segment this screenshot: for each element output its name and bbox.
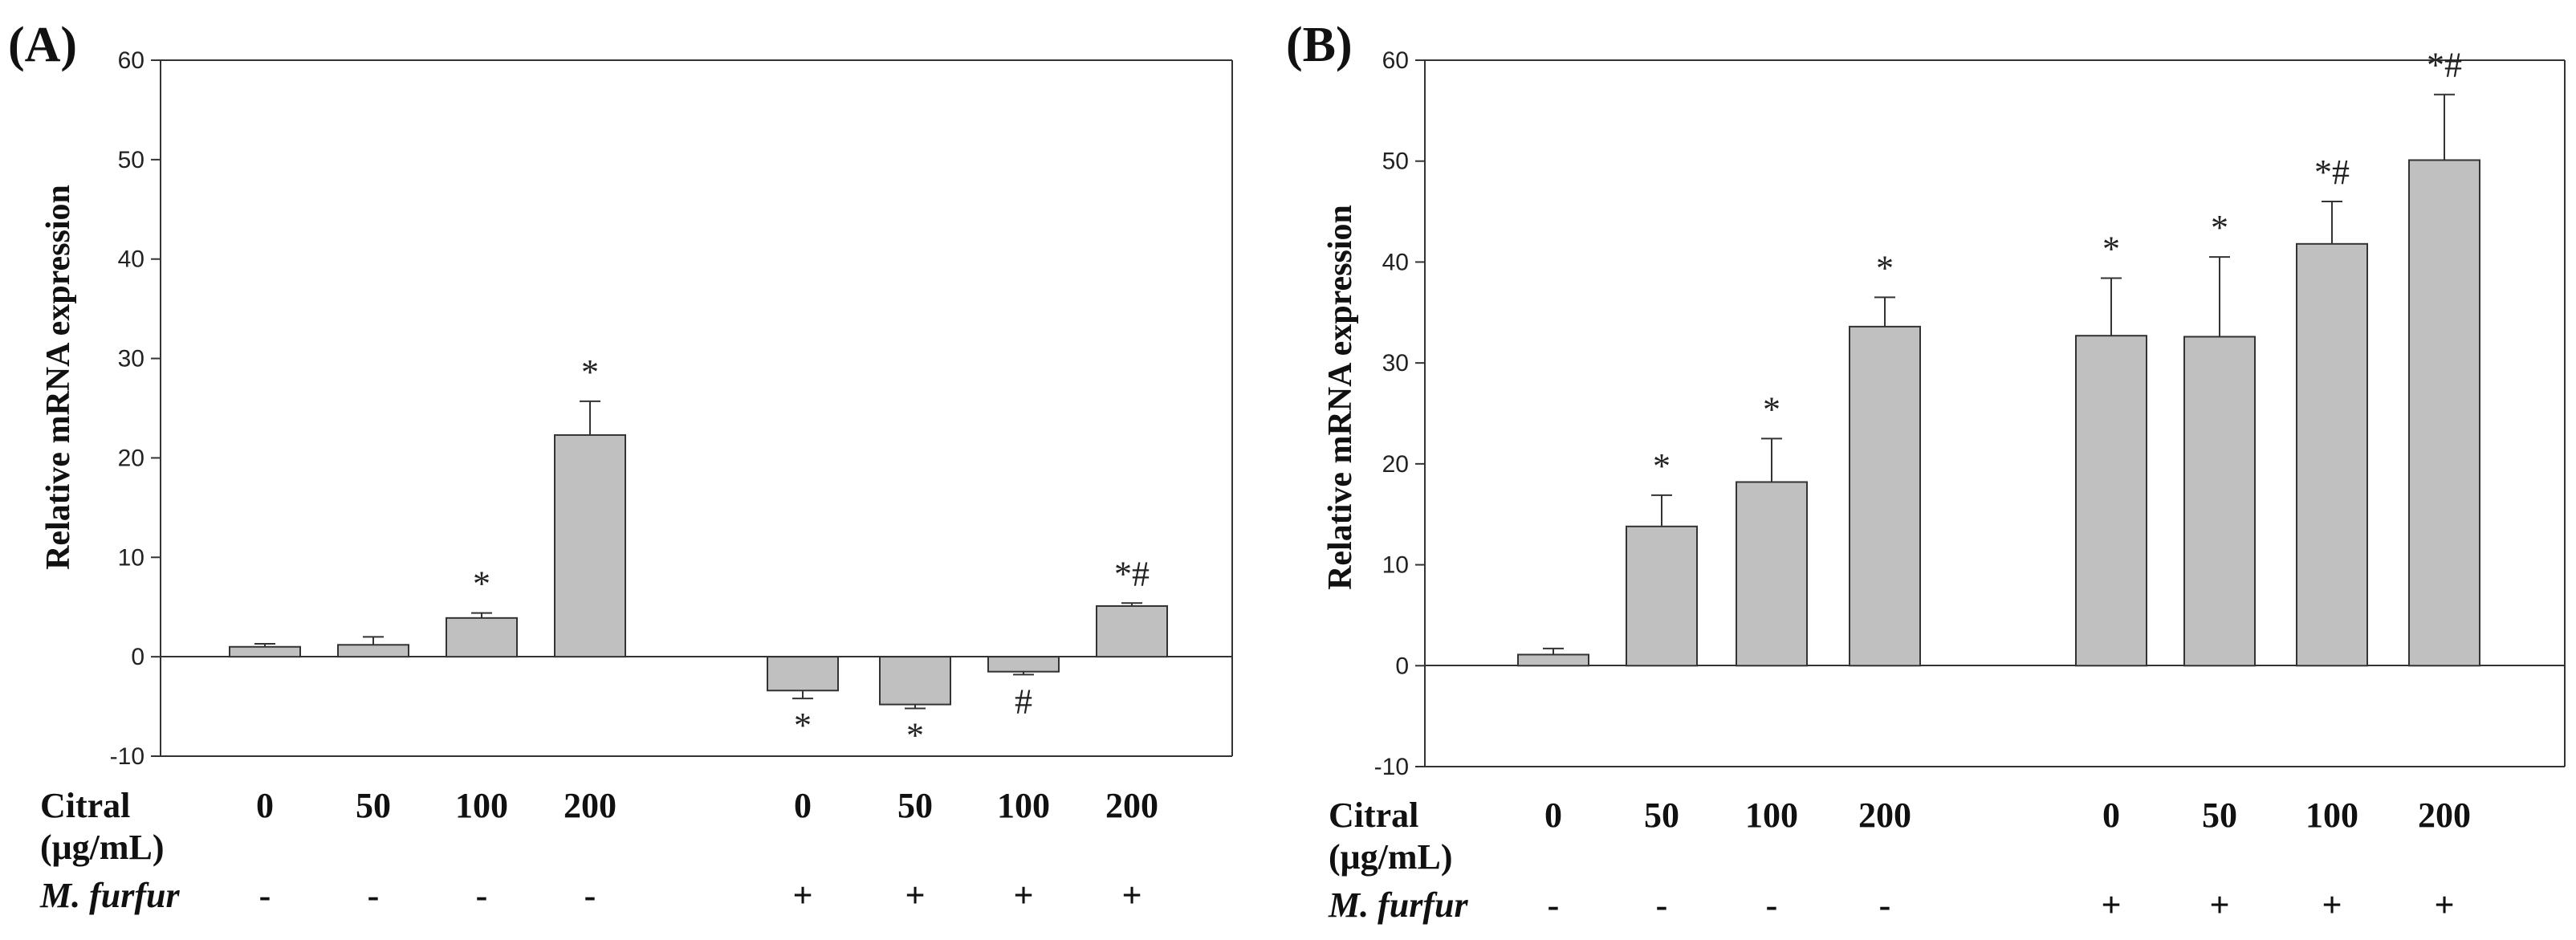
citral-dose-label: 50: [2202, 796, 2237, 835]
furfur-status-label: -: [1879, 885, 1891, 925]
significance-marker: *: [906, 716, 924, 755]
citral-dose-label: 100: [455, 786, 508, 825]
furfur-status-label: -: [1656, 885, 1668, 925]
panel-a-citral-unit-label: (μg/mL): [40, 828, 164, 867]
significance-marker: *: [1876, 248, 1894, 287]
furfur-status-label: -: [259, 876, 271, 915]
bar: [1626, 525, 1698, 667]
significance-marker: *: [2211, 208, 2228, 247]
bar: [446, 616, 518, 658]
bar: [767, 656, 839, 692]
citral-dose-label: 200: [2418, 796, 2471, 835]
furfur-status-label: +: [2209, 885, 2229, 925]
furfur-status-label: -: [1548, 885, 1560, 925]
furfur-status-label: +: [2322, 885, 2342, 925]
furfur-status-label: +: [2101, 885, 2121, 925]
citral-dose-label: 50: [356, 786, 391, 825]
furfur-status-label: -: [368, 876, 380, 915]
citral-dose-label: 100: [997, 786, 1050, 825]
bar: [2408, 159, 2480, 667]
y-tick-label: 10: [118, 544, 144, 571]
y-tick-label: 60: [1382, 47, 1409, 74]
furfur-status-label: -: [584, 876, 596, 915]
bar: [1517, 653, 1589, 667]
panel-b-citral-label: Citral: [1329, 796, 1418, 835]
citral-dose-label: 0: [256, 786, 274, 825]
furfur-status-label: +: [1121, 876, 1141, 915]
furfur-status-label: -: [1766, 885, 1778, 925]
furfur-status-label: +: [1013, 876, 1033, 915]
bar: [2075, 335, 2147, 667]
y-tick-label: 30: [1382, 350, 1409, 376]
furfur-status-label: +: [2434, 885, 2454, 925]
significance-marker: *#: [1114, 554, 1150, 593]
panel-b-condition-values: 0 - 50 - 100 - 200 - 0 +50 +100 +200 +: [1544, 796, 2471, 925]
bar: [554, 433, 626, 658]
significance-marker: *: [1653, 446, 1671, 486]
panel-a-y-ticks: -10 0 10 20 30 40 50 60: [110, 47, 161, 770]
y-tick-label: 40: [118, 246, 144, 273]
panel-b-furfur-label: M. furfur: [1328, 885, 1468, 925]
y-tick-label: -10: [110, 743, 144, 770]
significance-marker: *#: [2314, 153, 2350, 192]
bar: [1736, 481, 1808, 667]
citral-dose-label: 0: [1544, 796, 1562, 835]
furfur-status-label: +: [905, 876, 925, 915]
panel-a-y-axis-label: Relative mRNA expression: [40, 185, 77, 570]
citral-dose-label: 50: [1644, 796, 1679, 835]
panel-a-label: (A): [8, 18, 77, 72]
furfur-status-label: -: [476, 876, 488, 915]
significance-marker: #: [1015, 682, 1032, 721]
citral-dose-label: 0: [2102, 796, 2120, 835]
significance-marker: *#: [2427, 46, 2462, 85]
y-tick-label: 40: [1382, 249, 1409, 275]
panel-a-bars: *** *#*#: [229, 352, 1168, 755]
citral-dose-label: 200: [1105, 786, 1158, 825]
panel-a-condition-values: 0 - 50 - 100 - 200 - 0 +50 +100 +200 +: [256, 786, 1158, 915]
citral-dose-label: 200: [1858, 796, 1911, 835]
panel-a-citral-label: Citral: [40, 786, 130, 825]
bar: [987, 656, 1060, 673]
y-tick-label: 50: [118, 147, 144, 173]
y-tick-label: 50: [1382, 149, 1409, 175]
panel-b: (B) Relative mRNA expression -1001020304…: [1286, 18, 2566, 925]
y-tick-label: 60: [118, 47, 144, 74]
y-tick-label: 20: [1382, 451, 1409, 478]
citral-dose-label: 200: [564, 786, 617, 825]
bar: [229, 645, 301, 658]
bar: [1096, 604, 1168, 658]
bar: [2296, 242, 2368, 667]
bar: [879, 656, 951, 706]
significance-marker: *: [2102, 230, 2120, 269]
panel-b-citral-unit-label: (μg/mL): [1329, 837, 1452, 877]
panel-a-furfur-label: M. furfur: [39, 876, 180, 915]
significance-marker: *: [794, 706, 812, 745]
bar: [1849, 325, 1921, 667]
y-tick-label: 0: [131, 644, 144, 670]
citral-dose-label: 100: [2305, 796, 2358, 835]
citral-dose-label: 100: [1745, 796, 1798, 835]
y-tick-label: 30: [118, 346, 144, 372]
panel-b-label: (B): [1286, 18, 1353, 72]
significance-marker: *: [473, 564, 490, 604]
citral-dose-label: 50: [897, 786, 933, 825]
y-tick-label: 0: [1395, 653, 1409, 679]
panel-a: (A) Relative mRNA expression -1001020304…: [8, 18, 1233, 915]
bar: [2183, 336, 2256, 667]
significance-marker: *: [1763, 389, 1780, 429]
y-tick-label: 10: [1382, 552, 1409, 579]
significance-marker: *: [581, 352, 599, 392]
panel-b-bars: * * * * * *# *#: [1517, 46, 2480, 667]
y-tick-label: 20: [118, 445, 144, 471]
citral-dose-label: 0: [794, 786, 812, 825]
panel-b-y-ticks: -10 0 10 20 30 40 50 60: [1374, 47, 1425, 780]
y-tick-label: -10: [1374, 754, 1409, 780]
panel-b-y-axis-label: Relative mRNA expression: [1322, 205, 1359, 590]
bar: [337, 644, 409, 658]
furfur-status-label: +: [792, 876, 812, 915]
